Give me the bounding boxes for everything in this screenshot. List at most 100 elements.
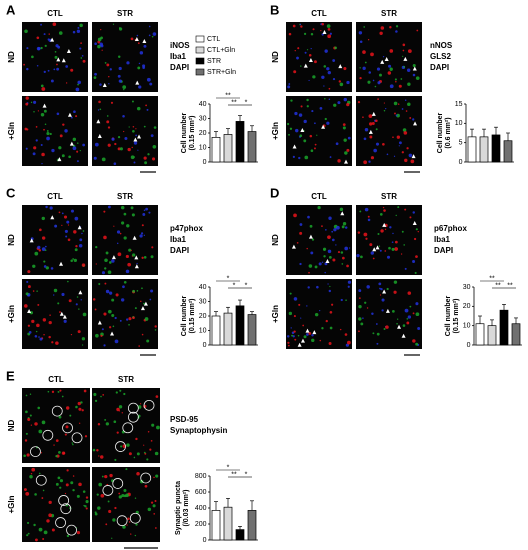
bar xyxy=(223,312,233,346)
signal-dot xyxy=(66,220,70,224)
signal-dot xyxy=(359,40,363,43)
signal-dot xyxy=(130,37,134,41)
signal-dot xyxy=(344,151,348,155)
signal-dot xyxy=(66,406,70,410)
signal-dot xyxy=(72,488,75,492)
signal-dot xyxy=(413,237,417,241)
signal-dot xyxy=(298,303,301,306)
signal-dot xyxy=(310,251,314,255)
signal-dot xyxy=(299,231,303,235)
signal-dot xyxy=(59,389,62,392)
signal-dot xyxy=(391,247,395,251)
signal-dot xyxy=(33,146,37,150)
signal-dot xyxy=(379,73,382,77)
signal-dot xyxy=(379,213,383,216)
micrograph xyxy=(92,96,158,166)
signal-dot xyxy=(328,342,332,346)
signal-dot xyxy=(116,242,119,245)
signal-dot xyxy=(26,47,29,50)
signal-dot xyxy=(143,44,147,48)
signal-dot xyxy=(98,100,101,104)
signal-dot xyxy=(377,98,379,101)
signal-dot xyxy=(63,319,67,323)
legend-label: CTL xyxy=(207,36,220,43)
stain-label: DAPI xyxy=(430,63,449,72)
signal-dot xyxy=(81,344,84,346)
signal-dot xyxy=(78,422,81,424)
stain-label: Iba1 xyxy=(434,235,451,244)
signal-dot xyxy=(43,260,46,263)
signal-dot xyxy=(333,103,337,107)
signal-dot xyxy=(75,303,78,306)
signal-dot xyxy=(117,252,122,257)
stain-label: DAPI xyxy=(170,63,189,72)
signal-dot xyxy=(298,156,301,160)
signal-dot xyxy=(332,59,336,62)
signal-dot xyxy=(25,410,28,414)
y-tick-label: 0 xyxy=(459,159,463,166)
signal-dot xyxy=(37,303,40,306)
signal-dot xyxy=(53,288,58,293)
signal-dot xyxy=(401,230,404,233)
signal-dot xyxy=(382,56,385,58)
signal-dot xyxy=(329,285,331,288)
signal-dot xyxy=(393,290,397,294)
signal-dot xyxy=(76,296,79,298)
signal-dot xyxy=(99,108,102,111)
signal-dot xyxy=(312,75,316,79)
signal-dot xyxy=(364,207,369,212)
signal-dot xyxy=(392,232,394,235)
signal-dot xyxy=(379,249,382,252)
signal-dot xyxy=(396,135,400,139)
signal-dot xyxy=(151,35,154,38)
signal-dot xyxy=(127,262,132,267)
signal-dot xyxy=(296,56,299,60)
signal-dot xyxy=(100,455,104,459)
signal-dot xyxy=(135,134,138,137)
signal-dot xyxy=(320,30,322,32)
signal-dot xyxy=(81,263,86,267)
signal-dot xyxy=(39,337,43,341)
signal-dot xyxy=(26,128,29,131)
signal-dot xyxy=(404,208,407,211)
signal-dot xyxy=(76,29,81,33)
signal-dot xyxy=(136,262,138,265)
signal-dot xyxy=(75,405,78,409)
signal-dot xyxy=(26,67,29,71)
signal-dot xyxy=(79,23,83,28)
ring xyxy=(143,399,155,411)
signal-dot xyxy=(128,248,132,252)
arrow xyxy=(375,245,380,250)
signal-dot xyxy=(118,405,123,409)
signal-dot xyxy=(38,249,42,252)
signal-dot xyxy=(152,504,156,508)
signal-dot xyxy=(101,271,106,275)
signal-dot xyxy=(43,265,47,268)
signal-dot xyxy=(125,468,128,471)
signal-dot xyxy=(380,26,385,30)
arrow xyxy=(140,306,145,311)
signal-dot xyxy=(289,292,292,295)
signal-dot xyxy=(120,298,125,302)
signal-dot xyxy=(77,401,81,406)
signal-dot xyxy=(389,226,392,229)
signal-dot xyxy=(331,238,335,242)
arrow xyxy=(143,301,148,306)
y-tick-label: 0 xyxy=(203,159,207,166)
signal-dot xyxy=(59,479,64,483)
signal-dot xyxy=(73,230,77,234)
signal-dot xyxy=(383,109,386,112)
signal-dot xyxy=(72,258,75,260)
signal-dot xyxy=(78,407,82,411)
signal-dot xyxy=(383,102,386,104)
signal-dot xyxy=(409,216,412,219)
signal-dot xyxy=(44,123,47,126)
signal-dot xyxy=(82,490,86,493)
ring xyxy=(115,441,126,452)
signal-dot xyxy=(147,430,150,433)
signal-dot xyxy=(72,137,77,142)
signal-dot xyxy=(34,334,38,338)
arrow xyxy=(308,57,313,62)
signal-dot xyxy=(46,130,49,132)
y-tick-label: 600 xyxy=(195,489,207,496)
